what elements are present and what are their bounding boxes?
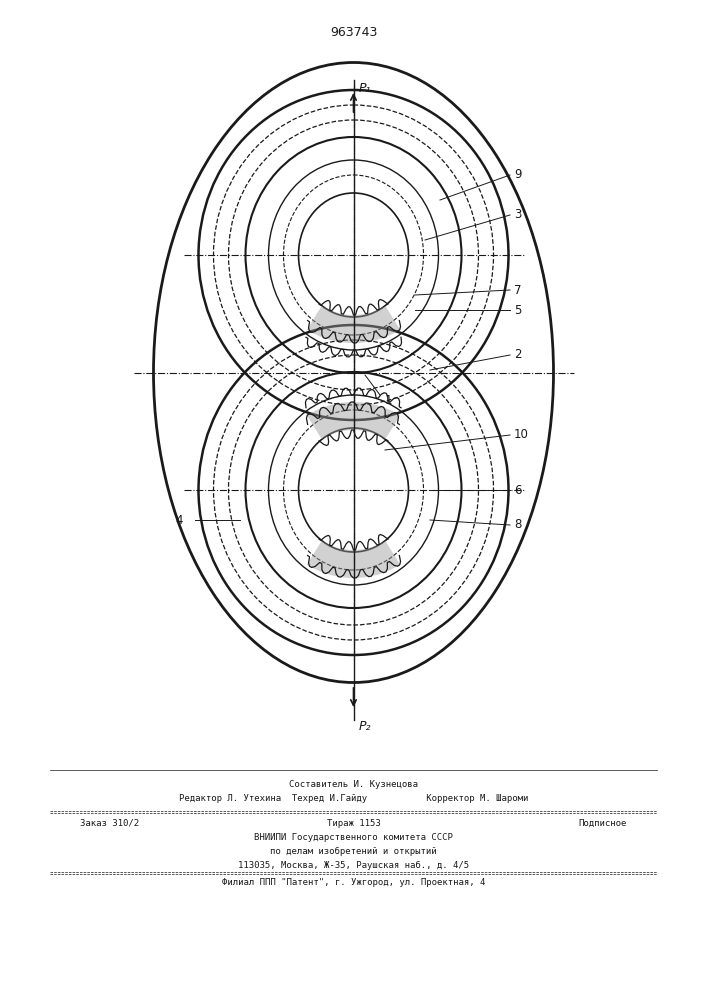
PathPatch shape (307, 402, 400, 439)
Text: 9: 9 (514, 168, 522, 182)
Text: Филиал ППП "Патент", г. Ужгород, ул. Проектная, 4: Филиал ППП "Патент", г. Ужгород, ул. Про… (222, 878, 485, 887)
Text: 963743: 963743 (329, 25, 378, 38)
Text: 8: 8 (514, 518, 521, 532)
Text: Редактор Л. Утехина  Техред И.Гайду           Корректор М. Шароми: Редактор Л. Утехина Техред И.Гайду Корре… (179, 794, 528, 803)
Text: Тираж 1153: Тираж 1153 (327, 819, 380, 828)
Text: P₁: P₁ (358, 82, 371, 95)
Text: 1: 1 (385, 393, 392, 406)
Text: P₂: P₂ (358, 720, 371, 733)
Text: 6: 6 (514, 484, 522, 496)
Text: 113035, Москва, Ж-35, Раушская наб., д. 4/5: 113035, Москва, Ж-35, Раушская наб., д. … (238, 861, 469, 870)
Text: 5: 5 (514, 304, 521, 316)
Text: Составитель И. Кузнецова: Составитель И. Кузнецова (289, 780, 418, 789)
Text: ВНИИПИ Государственного комитета СССР: ВНИИПИ Государственного комитета СССР (254, 833, 453, 842)
Text: Заказ 310/2: Заказ 310/2 (80, 819, 139, 828)
Text: 3: 3 (514, 209, 521, 222)
Text: 2: 2 (514, 349, 522, 361)
Text: 7: 7 (514, 284, 522, 296)
Text: 4: 4 (175, 514, 183, 526)
Text: Подписное: Подписное (578, 819, 627, 828)
PathPatch shape (307, 541, 400, 578)
PathPatch shape (307, 306, 400, 343)
Text: по делам изобретений и открытий: по делам изобретений и открытий (270, 847, 437, 856)
Text: 10: 10 (514, 428, 529, 442)
